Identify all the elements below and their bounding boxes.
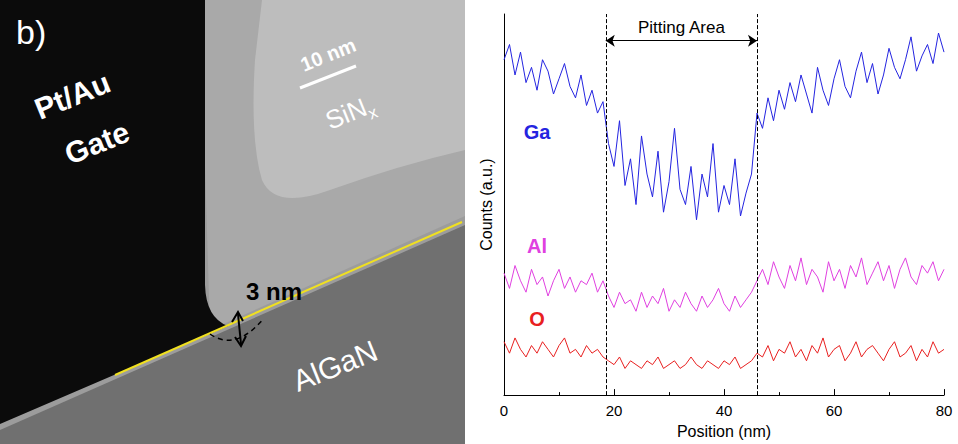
svg-text:Ga: Ga xyxy=(524,121,552,143)
svg-text:3 nm: 3 nm xyxy=(246,278,302,305)
svg-text:AlGaN: AlGaN xyxy=(288,334,382,398)
svg-text:0: 0 xyxy=(500,402,508,419)
svg-text:Counts (a.u.): Counts (a.u.) xyxy=(478,158,495,250)
svg-text:40: 40 xyxy=(716,402,733,419)
svg-text:b): b) xyxy=(16,13,46,51)
svg-text:Pitting Area: Pitting Area xyxy=(638,18,725,37)
svg-text:Al: Al xyxy=(527,235,547,257)
svg-text:O: O xyxy=(529,308,545,330)
svg-text:SiNx: SiNx xyxy=(321,89,381,140)
svg-text:20: 20 xyxy=(606,402,623,419)
svg-text:Gate: Gate xyxy=(60,115,134,171)
svg-text:Pt/Au: Pt/Au xyxy=(30,66,115,126)
svg-text:10 nm: 10 nm xyxy=(297,34,359,76)
svg-text:Position (nm): Position (nm) xyxy=(677,423,771,440)
svg-text:60: 60 xyxy=(826,402,843,419)
svg-text:80: 80 xyxy=(936,402,953,419)
